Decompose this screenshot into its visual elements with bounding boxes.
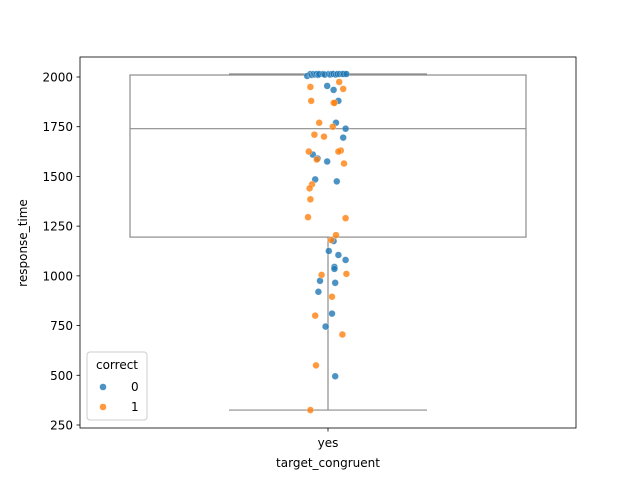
data-point-correct-1 [312,361,320,369]
data-point-correct-1 [327,236,335,244]
y-tick-label: 2000 [42,71,73,85]
data-point-correct-0 [334,251,342,259]
y-tick-label: 1000 [42,269,73,283]
legend-label-0: 0 [131,380,139,394]
legend-box [86,351,148,421]
data-point-correct-0 [311,175,319,183]
data-point-correct-0 [330,265,338,273]
x-tick-label: yes [318,436,339,450]
data-point-correct-0 [316,277,324,285]
data-point-correct-1 [328,293,336,301]
data-point-correct-1 [313,155,321,164]
y-tick-label: 250 [50,419,73,433]
data-point-correct-1 [332,231,340,239]
y-axis-label: response_time [16,199,30,287]
data-point-correct-1 [339,85,347,93]
data-point-correct-1 [304,213,312,221]
data-point-correct-0 [323,82,331,90]
data-point-correct-1 [307,97,315,105]
data-point-correct-1 [318,271,326,279]
y-tick-label: 1500 [42,170,73,184]
y-tick-label: 500 [50,369,73,383]
legend: correct 0 1 [86,351,148,421]
x-axis-label: target_congruent [276,456,380,470]
legend-title: correct [96,358,138,372]
data-point-correct-1 [335,78,343,86]
legend-label-1: 1 [131,400,139,414]
data-point-correct-1 [306,83,314,91]
data-point-correct-1 [334,148,342,156]
data-point-correct-1 [310,131,318,139]
data-point-correct-1 [329,123,337,131]
data-point-correct-0 [333,177,341,185]
data-point-correct-1 [306,406,314,414]
x-axis: yes [318,428,339,450]
y-tick-label: 1750 [42,120,73,134]
legend-marker-1 [99,403,107,411]
data-point-correct-1 [315,119,323,127]
data-point-correct-1 [342,270,350,278]
data-point-correct-1 [330,99,338,107]
data-point-correct-0 [330,86,338,94]
legend-marker-0 [99,383,107,391]
data-point-correct-1 [342,214,350,222]
data-point-correct-0 [342,125,350,133]
data-point-correct-1 [338,330,346,339]
data-point-correct-1 [320,133,328,141]
strip-points [303,70,350,414]
data-point-correct-0 [331,372,339,380]
data-point-correct-0 [325,247,333,255]
data-point-correct-1 [311,312,319,320]
data-point-correct-0 [342,256,350,264]
data-point-correct-0 [339,134,347,142]
data-point-correct-0 [323,157,331,166]
data-point-correct-0 [342,70,350,78]
y-tick-label: 1250 [42,220,73,234]
data-point-correct-0 [331,279,339,287]
data-point-correct-1 [340,159,348,168]
data-point-correct-1 [306,195,314,203]
data-point-correct-0 [314,288,322,296]
y-axis: 250 500 750 1000 1250 1500 1750 2000 [42,71,80,433]
y-tick-label: 750 [50,319,73,333]
data-point-correct-1 [305,148,313,156]
data-point-correct-0 [322,323,330,331]
data-point-correct-1 [306,184,314,192]
data-point-correct-0 [328,310,336,318]
